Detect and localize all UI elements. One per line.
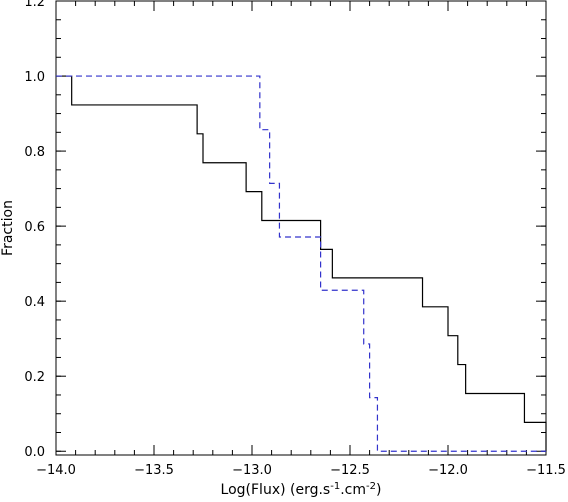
y-tick-label: 0.0 (24, 445, 45, 460)
y-tick-label: 0.2 (24, 370, 45, 385)
axis-tick-labels: −14.0 −13.5 −13.0 −12.5 −12.0 −11.5 0.0 0.2 0.4 0… (24, 0, 566, 478)
x-axis-label: Log(Flux) (erg.s-1.cm-2) (221, 481, 382, 498)
y-axis-label: Fraction (0, 200, 16, 256)
y-tick-label: 1.2 (24, 0, 45, 10)
axis-ticks (55, 0, 547, 455)
x-tick-label: −12.0 (428, 463, 468, 478)
y-tick-label: 1.0 (24, 70, 45, 85)
dashed-series-line (56, 75, 546, 452)
x-tick-label: −11.5 (526, 463, 566, 478)
y-tick-label: 0.8 (24, 145, 45, 160)
series-group (56, 75, 547, 452)
x-tick-label: −12.5 (330, 463, 370, 478)
solid-series-line (56, 75, 547, 452)
plot-frame (55, 0, 547, 456)
x-tick-label: −14.0 (36, 463, 76, 478)
y-tick-label: 0.4 (24, 295, 45, 310)
y-tick-label: 0.6 (24, 220, 45, 235)
x-tick-label: −13.0 (232, 463, 272, 478)
x-tick-label: −13.5 (134, 463, 174, 478)
